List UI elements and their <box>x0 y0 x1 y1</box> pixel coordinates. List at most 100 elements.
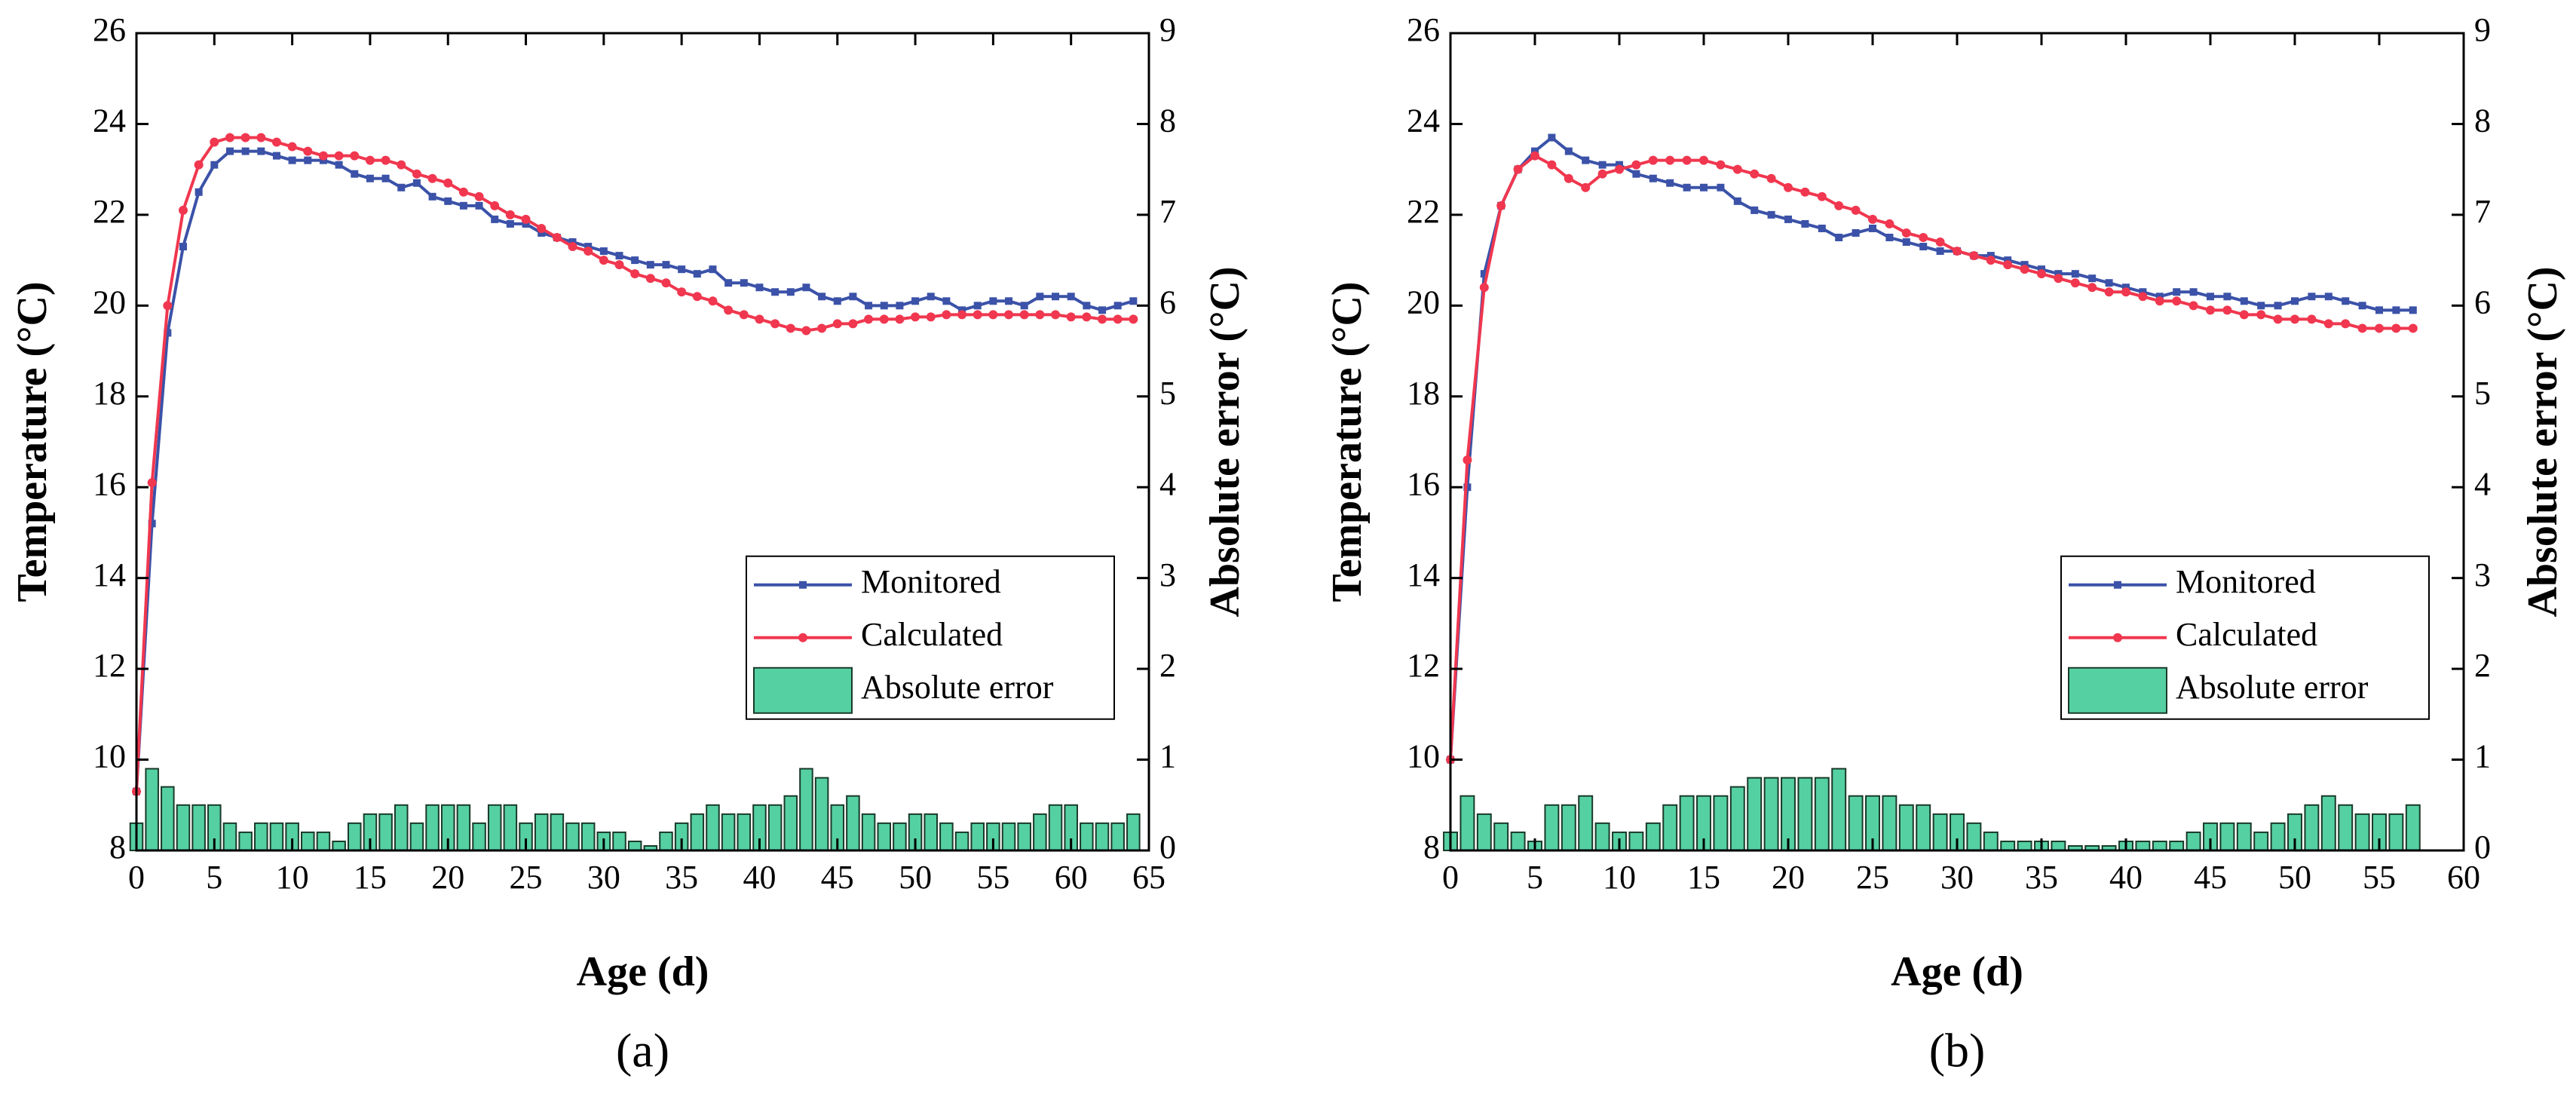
marker <box>895 314 905 324</box>
marker <box>802 283 810 292</box>
marker <box>1066 312 1076 322</box>
panel-label: (b) <box>1929 1024 1986 1077</box>
y-tick-label: 14 <box>93 556 126 593</box>
marker <box>614 260 624 270</box>
marker <box>381 155 391 165</box>
x-tick-label: 55 <box>2363 859 2396 896</box>
marker <box>2324 293 2332 301</box>
marker <box>2189 288 2198 296</box>
marker <box>1480 270 1488 278</box>
marker <box>1953 247 1962 256</box>
marker <box>1751 206 1759 214</box>
marker <box>506 219 514 228</box>
marker <box>288 156 296 164</box>
marker <box>2273 314 2283 324</box>
error-bar <box>176 804 191 852</box>
marker <box>646 261 654 269</box>
marker <box>2122 283 2130 292</box>
error-bar <box>347 822 362 852</box>
error-bar <box>1594 822 1610 852</box>
marker <box>786 288 795 296</box>
marker <box>1631 160 1641 170</box>
legend-marker <box>799 581 807 589</box>
error-bar <box>846 795 860 851</box>
y2-tick-label: 1 <box>1159 738 1176 775</box>
marker <box>1969 251 1979 261</box>
marker <box>1648 155 1658 165</box>
marker <box>661 278 671 288</box>
marker <box>522 219 530 228</box>
error-bar <box>1932 813 1948 852</box>
marker <box>724 279 733 287</box>
marker <box>1750 169 1760 179</box>
x-tick-label: 40 <box>2109 859 2143 896</box>
error-bar <box>1033 813 1047 852</box>
marker <box>2223 293 2231 301</box>
marker <box>2307 314 2317 324</box>
y2-tick-label: 7 <box>1159 193 1176 230</box>
marker <box>692 292 702 302</box>
y2-tick-label: 3 <box>2474 556 2491 593</box>
marker <box>2357 323 2367 333</box>
x-axis-title: Age (d) <box>577 948 709 995</box>
error-bar <box>2169 840 2185 852</box>
marker <box>1531 147 1539 155</box>
marker <box>256 133 266 142</box>
error-bar <box>1916 804 1931 852</box>
marker <box>1581 182 1591 192</box>
marker <box>1051 310 1061 320</box>
marker <box>318 151 328 161</box>
marker <box>849 293 857 301</box>
error-bar <box>1966 822 1982 852</box>
marker <box>178 205 188 215</box>
marker <box>1700 183 1708 192</box>
legend-label: Calculated <box>861 616 1003 653</box>
x-tick-label: 5 <box>1527 859 1543 896</box>
marker <box>240 133 250 142</box>
marker <box>2173 288 2181 296</box>
x-tick-label: 25 <box>1856 859 1889 896</box>
legend-marker <box>798 633 807 642</box>
y-tick-label: 8 <box>1423 829 1440 866</box>
legend-swatch <box>2068 666 2167 714</box>
x-tick-label: 0 <box>1442 859 1459 896</box>
marker <box>1818 224 1826 232</box>
marker <box>1885 219 1894 228</box>
marker <box>381 174 390 182</box>
y2-tick-label: 4 <box>2474 465 2491 502</box>
error-bar <box>1017 822 1031 852</box>
marker <box>942 297 951 305</box>
error-bar <box>783 795 798 851</box>
error-bar <box>690 813 705 852</box>
marker <box>1098 306 1107 314</box>
error-bar <box>1460 795 1475 851</box>
y2-tick-label: 7 <box>2474 193 2491 230</box>
x-axis-title: Age (d) <box>1891 948 2023 995</box>
error-bar <box>1662 804 1678 852</box>
marker <box>1496 201 1506 210</box>
marker <box>2155 296 2164 306</box>
marker <box>568 238 577 247</box>
legend-label: Absolute error <box>2176 669 2369 706</box>
marker <box>755 314 764 324</box>
marker <box>2256 310 2266 320</box>
legend-label: Monitored <box>2176 563 2316 600</box>
error-bar <box>1561 804 1576 852</box>
legend-label: Calculated <box>2176 616 2317 653</box>
y-tick-label: 20 <box>1407 283 1440 320</box>
marker <box>631 256 639 265</box>
plot-frame <box>135 32 1150 852</box>
marker <box>1564 173 1573 183</box>
marker <box>2037 269 2046 279</box>
marker <box>832 319 842 329</box>
marker <box>1767 210 1775 219</box>
error-bar <box>394 804 409 852</box>
marker <box>1885 234 1894 241</box>
error-bar <box>1628 831 1644 852</box>
error-bar <box>2135 840 2151 852</box>
error-bar <box>534 813 549 852</box>
error-bar <box>814 777 829 851</box>
error-bar <box>1510 831 1526 852</box>
marker <box>458 187 468 197</box>
y2-tick-label: 5 <box>1159 375 1176 412</box>
